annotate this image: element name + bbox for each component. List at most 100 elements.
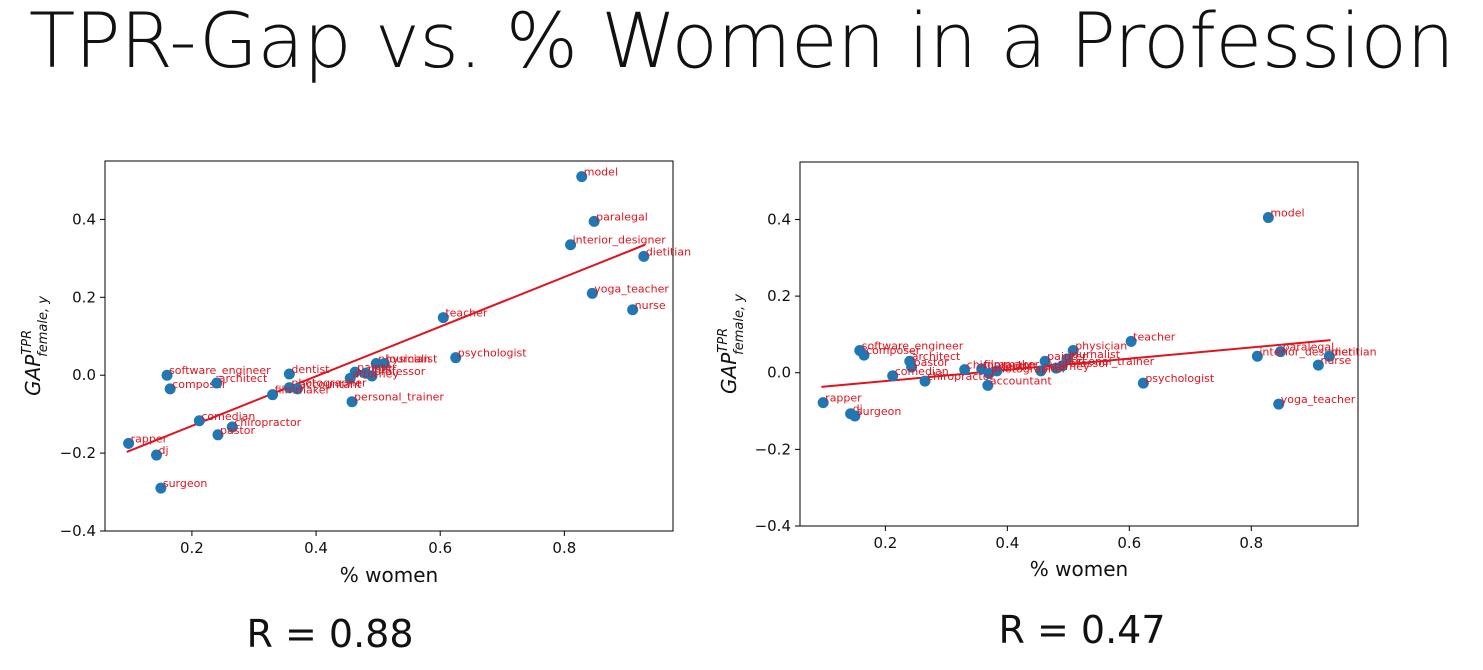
data-point [887,370,899,382]
data-point [858,349,870,361]
data-point [919,375,931,387]
y-tick-label: 0.4 [72,210,96,228]
point-label: psychologist [458,347,528,360]
y-tick-label: −0.2 [60,444,96,462]
data-point [586,287,598,299]
point-label: rapper [131,432,168,445]
point-label: personal_trainer [354,391,444,404]
correlation-left: R = 0.88 [246,612,414,656]
y-tick-label: 0.2 [767,287,791,305]
data-point [565,239,577,251]
point-label: composer [866,344,921,357]
data-point [291,383,303,395]
plot-frame [799,161,1359,527]
chart-1: 0.2 0.4 0.6 0.8 −0.4 −0.2 0.0 0.2 0.4 % women GAPT… [20,160,691,587]
data-point [1323,350,1335,362]
data-point [959,364,971,376]
point-label: accountant [299,378,362,391]
regression-line [821,339,1331,388]
data-point [164,383,176,395]
x-tick-label: 0.6 [428,539,452,557]
correlation-right: R = 0.47 [998,608,1166,652]
slide-title: TPR-Gap vs. % Women in a Profession [28,0,1455,85]
data-point [638,250,650,262]
data-point [161,369,173,381]
point-label: dietitian [1331,345,1376,358]
data-point [151,449,163,461]
y-tick-label: −0.4 [755,517,791,535]
x-tick-label: 0.2 [873,534,897,552]
data-point [226,421,238,433]
point-label: physician [378,353,430,366]
point-label: yoga_teacher [1281,393,1356,406]
data-point [849,410,861,422]
y-tick-label: −0.4 [60,522,96,540]
data-point [1312,359,1324,371]
point-label: attorney [1043,360,1090,373]
data-point [906,361,918,373]
y-axis-label: GAPTPRfemale, y [20,296,51,396]
point-label: dietitian [646,245,691,258]
data-point [346,396,358,408]
y-tick-label: 0.0 [767,364,791,382]
point-label: architect [912,350,961,363]
point-label: comedian [895,365,949,378]
plot-frame [104,160,674,532]
y-tick-label: −0.2 [755,440,791,458]
data-point [627,304,639,316]
point-label: teacher [1133,330,1176,343]
data-point [123,437,135,449]
data-point [1137,377,1149,389]
point-label: psychologist [1145,372,1215,385]
point-label: filmmaker [275,384,331,397]
point-label: yoga_teacher [594,282,669,295]
x-axis-label: % women [340,563,438,587]
chart-2: 0.2 0.4 0.6 0.8 −0.4 −0.2 0.0 0.2 0.4 % women GAPT… [716,161,1377,581]
point-label: comedian [201,410,255,423]
y-tick-label: 0.2 [72,288,96,306]
data-point [982,379,994,391]
point-label: photographer [291,377,367,390]
point-label: personal_trainer [1064,355,1154,368]
point-label: teacher [445,307,488,320]
point-label: nurse [635,299,666,312]
x-tick-label: 0.2 [180,539,204,557]
point-label: pastor [220,424,255,437]
point-label: chiropractor [927,370,994,383]
point-label: rapper [825,392,862,405]
data-point [366,370,378,382]
point-label: professor [1058,357,1110,370]
point-label: chiropractor [967,359,1034,372]
point-label: painter [1047,350,1087,363]
data-point [1125,335,1137,347]
point-label: dentist [999,360,1038,373]
data-point [588,215,600,227]
point-label: model [1270,207,1304,220]
point-label: model [584,166,618,179]
data-point [450,352,462,364]
point-label: photographer [991,363,1067,376]
point-label: professor [374,365,426,378]
data-point [817,397,829,409]
data-point [1039,355,1051,367]
point-label: journalist [385,353,438,366]
data-point [1262,212,1274,224]
point-label: nurse [1320,354,1351,367]
point-label: surgeon [857,405,902,418]
data-point [283,382,295,394]
point-label: architect [219,372,268,385]
data-point [437,312,449,324]
point-label: software_engineer [862,340,964,353]
data-point [1050,362,1062,374]
y-axis-label: GAPTPRfemale, y [716,294,747,394]
data-point [983,368,995,380]
data-point [155,482,167,494]
data-point [193,415,205,427]
data-point [344,372,356,384]
data-point [212,429,224,441]
point-label: physician [1075,340,1127,353]
point-label: attorney [352,367,399,380]
x-tick-label: 0.8 [552,539,576,557]
data-point [378,358,390,370]
data-point [1251,350,1263,362]
